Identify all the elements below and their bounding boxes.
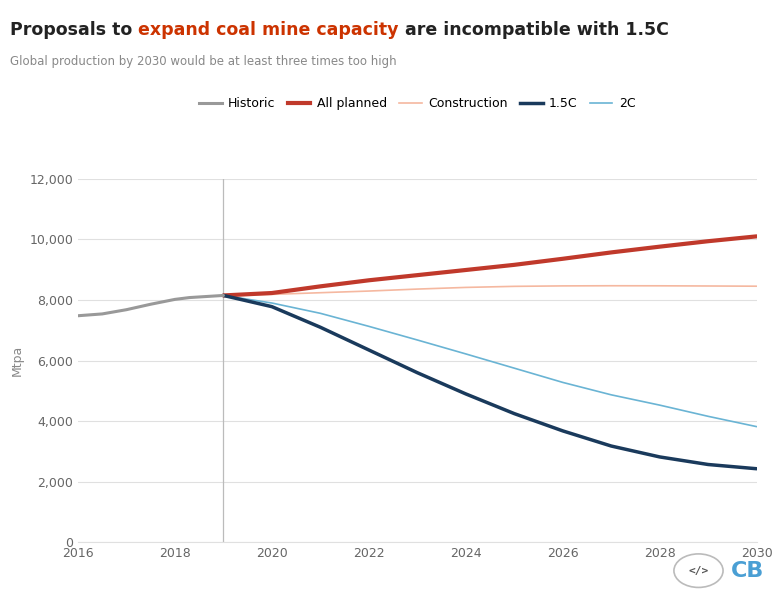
Text: Proposals to: Proposals to xyxy=(10,21,138,39)
Legend: Historic, All planned, Construction, 1.5C, 2C: Historic, All planned, Construction, 1.5… xyxy=(194,92,640,116)
Y-axis label: Mtpa: Mtpa xyxy=(11,345,23,376)
Text: </>: </> xyxy=(689,566,708,576)
Text: Global production by 2030 would be at least three times too high: Global production by 2030 would be at le… xyxy=(10,55,397,68)
Text: are incompatible with 1.5C: are incompatible with 1.5C xyxy=(399,21,668,39)
Text: expand coal mine capacity: expand coal mine capacity xyxy=(138,21,399,39)
Text: CB: CB xyxy=(731,561,764,581)
